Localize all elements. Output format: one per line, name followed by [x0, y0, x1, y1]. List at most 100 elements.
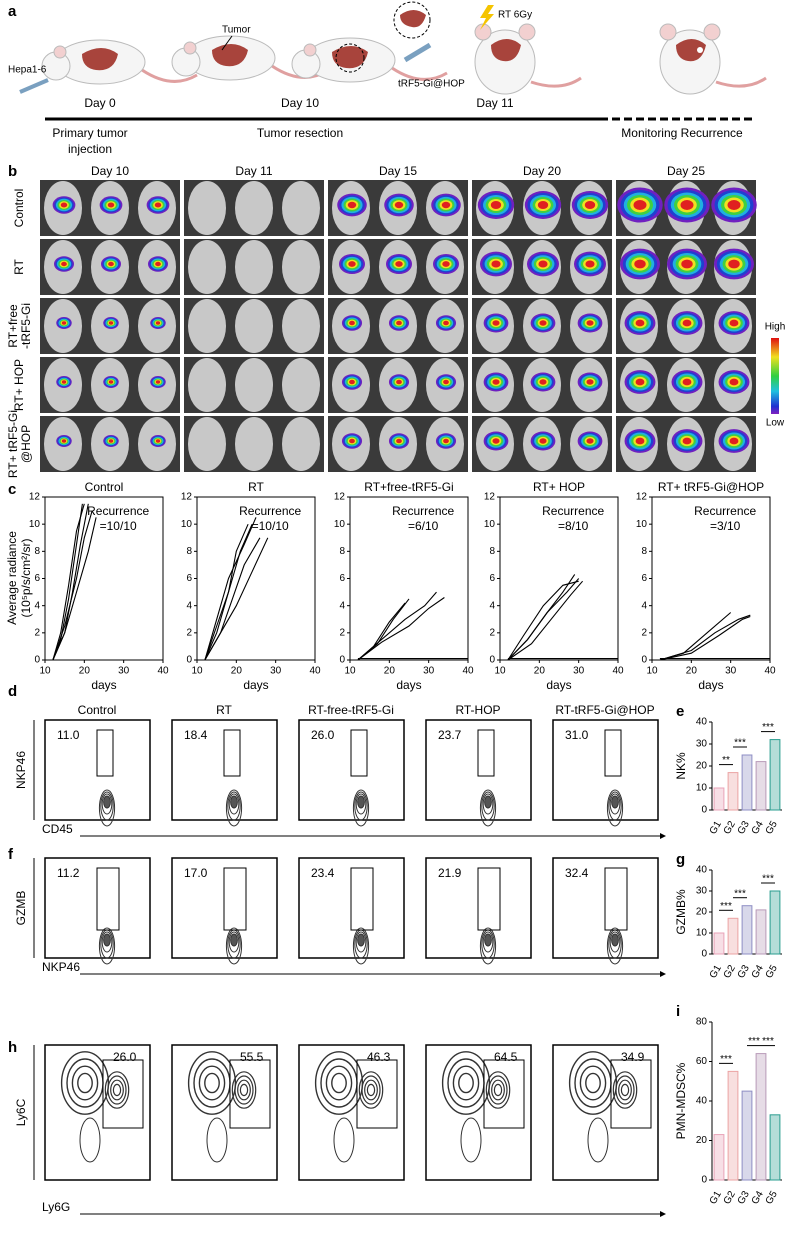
signal-blob — [728, 259, 740, 269]
contour — [101, 793, 113, 815]
y-tick-label: 40 — [696, 1096, 708, 1107]
x-tick-label: 30 — [423, 666, 435, 677]
panel-label: h — [8, 1039, 17, 1056]
x-tick-label: 20 — [384, 666, 396, 677]
signal-blob — [443, 320, 449, 326]
curve — [52, 503, 85, 661]
y-tick-label: 12 — [636, 492, 648, 503]
signal-blob — [60, 202, 68, 208]
y-tick-label: 0 — [701, 805, 707, 816]
y-tick-label: 80 — [696, 1017, 708, 1028]
mouse-silhouette — [235, 240, 273, 294]
mouse-silhouette — [282, 358, 320, 412]
significance-label: *** — [762, 874, 774, 885]
flow-plot — [425, 1044, 532, 1181]
flow-x-label: Ly6G — [42, 1200, 70, 1214]
contour — [227, 791, 241, 821]
signal-blob — [729, 319, 739, 327]
x-tick-label: 10 — [39, 666, 51, 677]
gate-value: 26.0 — [113, 1050, 137, 1064]
significance-label: *** — [720, 901, 732, 912]
signal-blob — [635, 378, 645, 386]
gate — [483, 1059, 525, 1129]
gate — [350, 867, 374, 931]
panel-label: d — [8, 683, 17, 700]
panel-label: b — [8, 163, 17, 180]
contour — [187, 1051, 237, 1115]
mouse-tail — [391, 66, 448, 81]
y-tick-label: 30 — [696, 739, 708, 750]
x-tick-label: 10 — [344, 666, 356, 677]
zoom-circle — [335, 43, 365, 73]
y-tick-label: 8 — [34, 546, 40, 557]
mouse-silhouette — [188, 240, 226, 294]
y-tick-label: 6 — [186, 573, 192, 584]
curve — [204, 523, 249, 661]
mouse-silhouette — [235, 358, 273, 412]
y-tick-label: 10 — [696, 928, 708, 939]
y-tick-label: 40 — [696, 717, 708, 728]
contour — [325, 1065, 353, 1101]
column-header: Day 20 — [523, 164, 561, 178]
signal-blob — [349, 438, 355, 444]
agent-label: Hepa1-6 — [8, 65, 47, 76]
y-tick-label: 2 — [186, 627, 192, 638]
y-tick-label: 10 — [334, 519, 346, 530]
contour — [198, 1065, 226, 1101]
signal-blob — [680, 200, 694, 210]
annotation: Recurrence — [392, 504, 454, 518]
contour — [98, 789, 116, 827]
curve — [204, 537, 269, 661]
scale-low: Low — [766, 418, 785, 429]
contour — [103, 795, 111, 809]
signal-blob — [682, 319, 692, 327]
contour — [620, 1083, 630, 1097]
x-tick-label: 30 — [270, 666, 282, 677]
signal-blob — [155, 321, 161, 325]
panel-label: e — [676, 703, 684, 720]
y-tick-label: 8 — [186, 546, 192, 557]
y-tick-label: 8 — [489, 546, 495, 557]
signal-blob — [729, 378, 739, 386]
contour — [493, 1083, 503, 1097]
flow-y-label: GZMB — [14, 891, 28, 926]
flow-y-label: NKP46 — [14, 751, 28, 789]
y-axis-label: (10⁵p/s/cm²/sr) — [19, 539, 33, 618]
column-header: Day 11 — [235, 164, 272, 178]
signal-blob — [635, 437, 645, 445]
significance-label: *** — [720, 1054, 732, 1065]
x-tick-label: G4 — [750, 819, 766, 836]
contour — [314, 1051, 364, 1115]
significance-label: *** — [734, 888, 746, 899]
y-axis-label: Average radiance — [5, 531, 19, 625]
contour — [354, 791, 368, 821]
contour — [98, 927, 116, 965]
signal-blob — [395, 261, 403, 267]
bar — [713, 787, 725, 811]
bar — [727, 1070, 739, 1181]
signal-blob — [108, 439, 114, 443]
mouse-ear — [53, 45, 67, 59]
y-tick-label: 0 — [186, 655, 192, 666]
contour — [606, 789, 624, 827]
chart-title: RT+free-tRF5-Gi — [364, 480, 453, 494]
bar — [713, 932, 725, 955]
signal-blob — [442, 261, 450, 267]
x-tick-label: G3 — [736, 963, 752, 980]
day-label: Day 11 — [476, 96, 513, 110]
mouse-liver — [212, 44, 248, 67]
y-tick-label: 0 — [339, 655, 345, 666]
lightning — [480, 5, 494, 30]
y-tick-label: 4 — [641, 600, 647, 611]
x-axis-label: days — [546, 678, 571, 692]
contour — [204, 1072, 220, 1094]
significance-label: *** — [748, 1036, 760, 1047]
gate — [604, 867, 628, 931]
signal-blob — [491, 260, 501, 268]
mouse-silhouette — [235, 181, 273, 235]
signal-blob — [634, 259, 646, 269]
contour — [228, 793, 240, 815]
bar — [755, 1053, 767, 1181]
y-tick-label: 20 — [696, 1135, 708, 1146]
